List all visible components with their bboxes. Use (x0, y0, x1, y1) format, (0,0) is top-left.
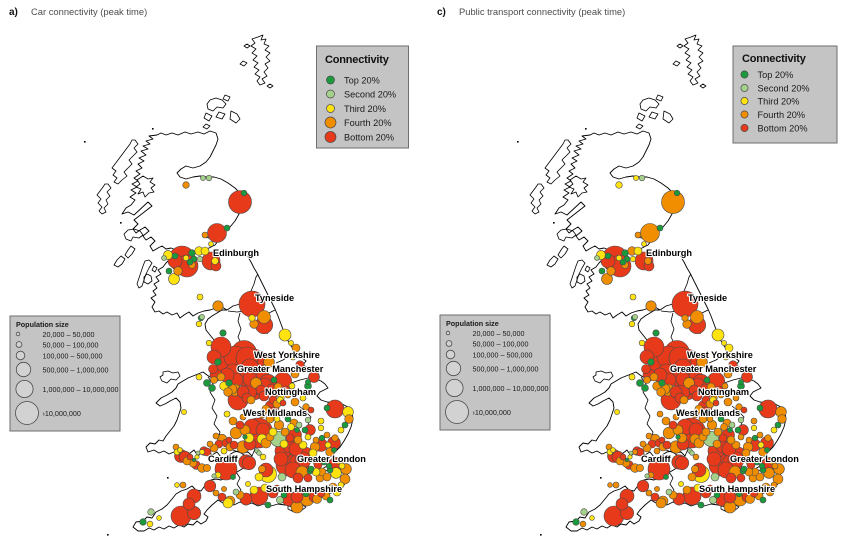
svg-text:20,000 – 50,000: 20,000 – 50,000 (473, 329, 525, 338)
svg-text:50,000 – 100,000: 50,000 – 100,000 (473, 340, 529, 349)
svg-text:Second 20%: Second 20% (758, 84, 810, 94)
svg-text:Bottom 20%: Bottom 20% (758, 124, 808, 134)
svg-text:Connectivity: Connectivity (742, 53, 807, 65)
svg-text:Third 20%: Third 20% (344, 104, 386, 114)
svg-text:Bottom 20%: Bottom 20% (344, 133, 394, 143)
svg-text:a): a) (9, 7, 18, 18)
svg-text:Top 20%: Top 20% (344, 76, 380, 86)
svg-text:500,000 – 1,000,000: 500,000 – 1,000,000 (473, 365, 539, 374)
svg-text:West Yorkshire: West Yorkshire (687, 350, 753, 360)
svg-text:1,000,000 – 10,000,000: 1,000,000 – 10,000,000 (473, 384, 549, 393)
svg-text:100,000 – 500,000: 100,000 – 500,000 (43, 352, 103, 361)
svg-text:Fourth 20%: Fourth 20% (758, 110, 806, 120)
svg-text:100,000 – 500,000: 100,000 – 500,000 (473, 351, 533, 360)
svg-text:Greater Manchester: Greater Manchester (237, 364, 324, 374)
svg-text:Cardiff: Cardiff (208, 454, 239, 464)
svg-text:Greater Manchester: Greater Manchester (670, 364, 757, 374)
svg-text:Population size: Population size (446, 319, 499, 328)
svg-text:Tyneside: Tyneside (688, 293, 727, 303)
svg-text:Tyneside: Tyneside (255, 293, 294, 303)
svg-text:Nottingham: Nottingham (265, 387, 316, 397)
svg-text:c): c) (437, 7, 446, 18)
svg-text:Edinburgh: Edinburgh (646, 248, 692, 258)
svg-text:Third 20%: Third 20% (758, 97, 800, 107)
svg-text:1,000,000 – 10,000,000: 1,000,000 – 10,000,000 (43, 385, 119, 394)
svg-text:Fourth 20%: Fourth 20% (344, 118, 392, 128)
svg-text:500,000 – 1,000,000: 500,000 – 1,000,000 (43, 366, 109, 375)
svg-text:Greater London: Greater London (297, 454, 366, 464)
svg-text:›10,000,000: ›10,000,000 (43, 409, 81, 418)
svg-text:West Midlands: West Midlands (243, 408, 307, 418)
svg-text:West Midlands: West Midlands (676, 408, 740, 418)
svg-text:Public transport connectivity: Public transport connectivity (peak time… (459, 6, 625, 17)
svg-text:20,000 – 50,000: 20,000 – 50,000 (43, 330, 95, 339)
svg-text:West Yorkshire: West Yorkshire (254, 350, 320, 360)
svg-text:Greater London: Greater London (730, 454, 799, 464)
svg-text:Edinburgh: Edinburgh (213, 248, 259, 258)
svg-text:›10,000,000: ›10,000,000 (473, 408, 511, 417)
svg-text:South Hampshire: South Hampshire (699, 484, 775, 494)
svg-text:Population size: Population size (16, 320, 69, 329)
svg-text:Connectivity: Connectivity (325, 54, 390, 66)
svg-text:Nottingham: Nottingham (698, 387, 749, 397)
svg-text:Car connectivity (peak time): Car connectivity (peak time) (31, 6, 147, 17)
svg-text:50,000 – 100,000: 50,000 – 100,000 (43, 341, 99, 350)
svg-text:Top 20%: Top 20% (758, 70, 794, 80)
svg-text:South Hampshire: South Hampshire (266, 484, 342, 494)
svg-text:Cardiff: Cardiff (641, 454, 672, 464)
svg-text:Second 20%: Second 20% (344, 90, 396, 100)
